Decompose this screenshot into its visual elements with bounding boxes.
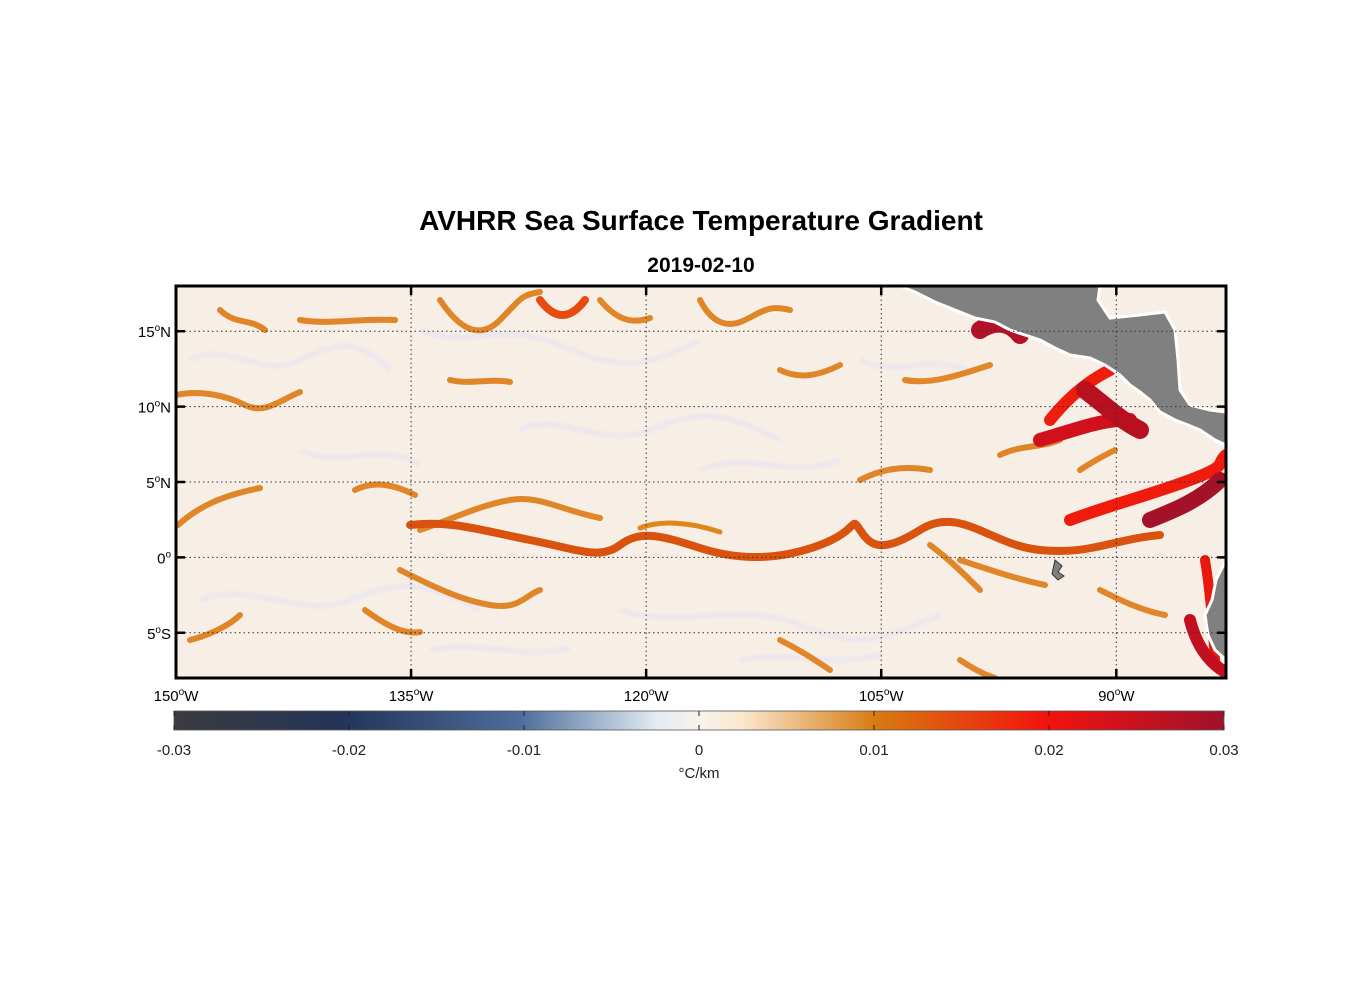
lat-tick-label: 5oN bbox=[146, 474, 171, 492]
lon-tick-label: 90oW bbox=[1098, 687, 1135, 705]
weak-gradient-texture bbox=[188, 327, 972, 663]
colorbar-tick-label: 0.01 bbox=[859, 742, 888, 759]
colorbar-tick-label: 0.02 bbox=[1034, 742, 1063, 759]
axis-ticks bbox=[174, 286, 1226, 678]
gradient-field bbox=[176, 286, 1226, 678]
colorbar-tick-label: -0.02 bbox=[332, 742, 366, 759]
lon-tick-label: 120oW bbox=[624, 687, 670, 705]
map-date-subtitle: 2019-02-10 bbox=[647, 254, 755, 277]
ocean-background bbox=[176, 286, 1226, 678]
colorbar-tick-label: -0.03 bbox=[157, 742, 191, 759]
moderate-fronts bbox=[176, 289, 1168, 678]
colorbar-tick-label: 0 bbox=[695, 742, 703, 759]
colorbar-tick-label: 0.03 bbox=[1209, 742, 1238, 759]
colorbar-tick-label: -0.01 bbox=[507, 742, 541, 759]
longitude-labels: 150oW 135oW 120oW 105oW 90oW bbox=[154, 687, 1136, 705]
colorbar-ticks: -0.03 -0.02 -0.01 0 0.01 0.02 0.03 bbox=[157, 711, 1239, 759]
lat-tick-label: 5oS bbox=[147, 625, 171, 643]
lat-tick-label: 0o bbox=[157, 549, 171, 567]
lon-tick-label: 135oW bbox=[389, 687, 435, 705]
lat-tick-label: 10oN bbox=[138, 399, 171, 417]
map-title: AVHRR Sea Surface Temperature Gradient bbox=[419, 205, 983, 236]
lat-tick-label: 15oN bbox=[138, 323, 171, 341]
land-mass bbox=[899, 286, 1226, 663]
lon-tick-label: 105oW bbox=[859, 687, 905, 705]
latitude-labels: 15oN 10oN 5oN 0o 5oS bbox=[138, 323, 172, 643]
colorbar-units-label: °C/km bbox=[679, 765, 720, 782]
colorbar: -0.03 -0.02 -0.01 0 0.01 0.02 0.03 °C/km bbox=[157, 710, 1239, 782]
lon-tick-label: 150oW bbox=[154, 687, 200, 705]
